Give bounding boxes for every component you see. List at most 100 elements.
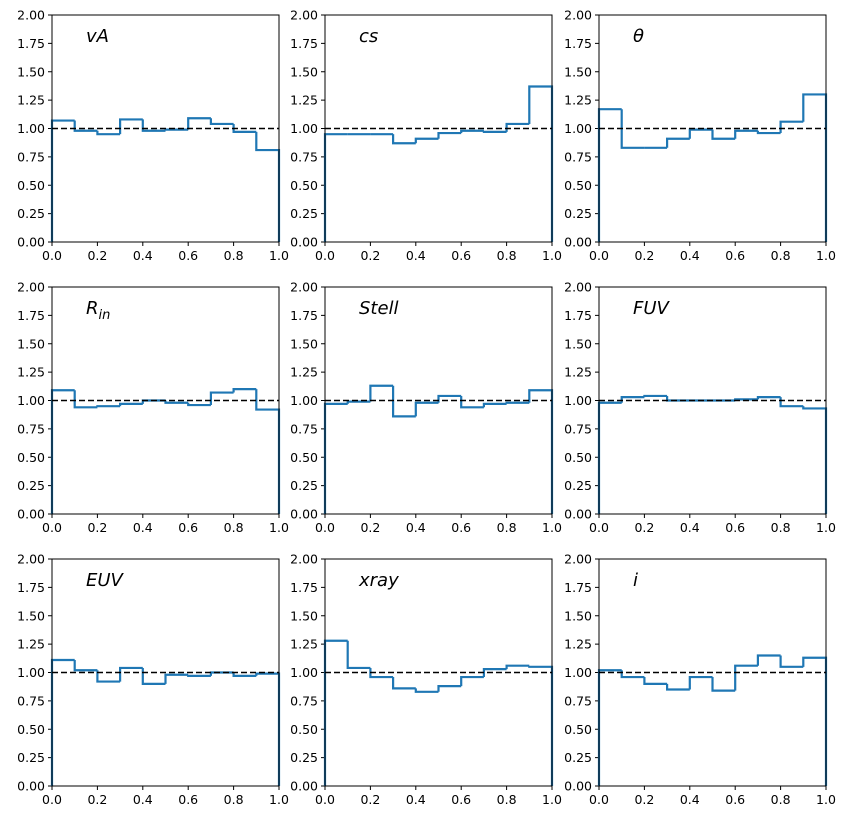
histogram-step	[597, 401, 622, 514]
x-tick-label: 0.6	[725, 520, 745, 535]
title-text: θ	[633, 26, 644, 47]
histogram-step	[734, 664, 758, 691]
y-tick-label: 0.50	[290, 178, 318, 193]
y-tick-label: 0.00	[290, 507, 318, 522]
x-tick-label: 1.0	[816, 520, 836, 535]
y-tick-label: 0.50	[17, 722, 45, 737]
y-tick-label: 0.25	[17, 206, 45, 221]
histogram-step	[802, 406, 828, 514]
y-tick-label: 2.00	[17, 280, 45, 295]
histogram-step	[119, 666, 143, 682]
x-tick-label: 0.0	[589, 792, 609, 807]
x-tick-label: 0.6	[725, 792, 745, 807]
panel-title: FUV	[633, 298, 671, 319]
histogram-step	[232, 123, 257, 134]
histogram-step	[323, 639, 348, 786]
histogram-step	[779, 397, 804, 408]
histogram-step	[620, 670, 645, 679]
y-tick-label: 0.25	[17, 750, 45, 765]
x-tick-label: 0.6	[451, 520, 471, 535]
histogram-step	[50, 389, 75, 514]
title-text: vA	[86, 26, 109, 47]
x-tick-label: 0.2	[360, 248, 380, 263]
histogram-step	[119, 118, 143, 135]
histogram-step	[482, 130, 507, 134]
histogram-step	[369, 384, 394, 402]
histogram-step	[346, 640, 371, 670]
histogram-step	[802, 93, 828, 242]
y-tick-label: 2.00	[564, 280, 592, 295]
y-tick-label: 0.25	[290, 750, 318, 765]
y-tick-label: 1.00	[17, 121, 45, 136]
histogram-step	[779, 120, 804, 134]
x-tick-label: 0.4	[406, 248, 426, 263]
histogram-step	[460, 675, 484, 687]
y-tick-label: 1.75	[564, 580, 592, 595]
y-tick-label: 1.50	[17, 608, 45, 623]
histogram-step	[528, 389, 554, 514]
title-text: R	[86, 298, 99, 319]
histogram-step	[232, 388, 257, 393]
y-tick-label: 2.00	[564, 8, 592, 23]
y-tick-label: 1.25	[17, 365, 45, 380]
y-tick-label: 1.50	[17, 64, 45, 79]
x-tick-label: 0.0	[315, 520, 335, 535]
y-tick-label: 0.00	[564, 235, 592, 250]
histogram-step	[620, 109, 645, 149]
histogram-step	[323, 133, 348, 242]
histogram-step	[437, 685, 462, 692]
x-tick-label: 0.4	[406, 792, 426, 807]
y-tick-label: 0.25	[17, 478, 45, 493]
histogram-step	[802, 656, 828, 786]
x-tick-label: 0.2	[634, 792, 654, 807]
x-tick-label: 0.2	[87, 248, 107, 263]
histogram-step	[96, 670, 121, 683]
y-tick-label: 1.75	[290, 580, 318, 595]
histogram-step	[482, 402, 507, 408]
x-tick-label: 1.0	[816, 248, 836, 263]
histogram-step	[643, 394, 668, 398]
x-tick-label: 1.0	[269, 792, 289, 807]
histogram-step	[460, 129, 484, 134]
y-tick-label: 0.50	[564, 722, 592, 737]
axes-frame	[598, 558, 827, 787]
y-tick-label: 1.75	[17, 308, 45, 323]
x-tick-label: 1.0	[542, 792, 562, 807]
x-tick-label: 0.2	[87, 520, 107, 535]
y-tick-label: 1.75	[17, 580, 45, 595]
y-tick-label: 0.00	[17, 507, 45, 522]
x-tick-label: 1.0	[542, 248, 562, 263]
panel-title: Rin	[86, 298, 110, 323]
axes-frame	[51, 558, 280, 787]
histogram-step	[437, 131, 462, 139]
histogram-step	[232, 672, 257, 678]
y-tick-label: 0.75	[290, 421, 318, 436]
y-tick-label: 0.00	[17, 779, 45, 794]
y-tick-label: 0.00	[290, 235, 318, 250]
histogram-step	[756, 130, 781, 135]
histogram-step	[688, 128, 713, 139]
x-tick-label: 0.8	[497, 248, 517, 263]
histogram-step	[187, 117, 211, 130]
y-tick-label: 1.25	[564, 637, 592, 652]
histogram-step	[505, 401, 530, 404]
x-tick-label: 0.0	[315, 792, 335, 807]
histogram-step	[141, 667, 166, 685]
histogram-step	[255, 672, 281, 786]
title-text: cs	[359, 26, 378, 47]
x-tick-label: 0.8	[771, 520, 791, 535]
y-tick-label: 1.25	[290, 365, 318, 380]
x-tick-label: 0.8	[224, 520, 244, 535]
histogram-step	[164, 673, 189, 684]
histogram-step	[711, 129, 736, 140]
x-tick-label: 0.0	[589, 248, 609, 263]
axes-frame	[598, 286, 827, 515]
x-tick-label: 1.0	[542, 520, 562, 535]
x-tick-label: 0.4	[133, 792, 153, 807]
y-tick-label: 0.50	[290, 450, 318, 465]
y-tick-label: 1.25	[17, 93, 45, 108]
y-tick-label: 1.75	[290, 36, 318, 51]
y-tick-label: 1.50	[564, 336, 592, 351]
y-tick-label: 1.50	[290, 336, 318, 351]
